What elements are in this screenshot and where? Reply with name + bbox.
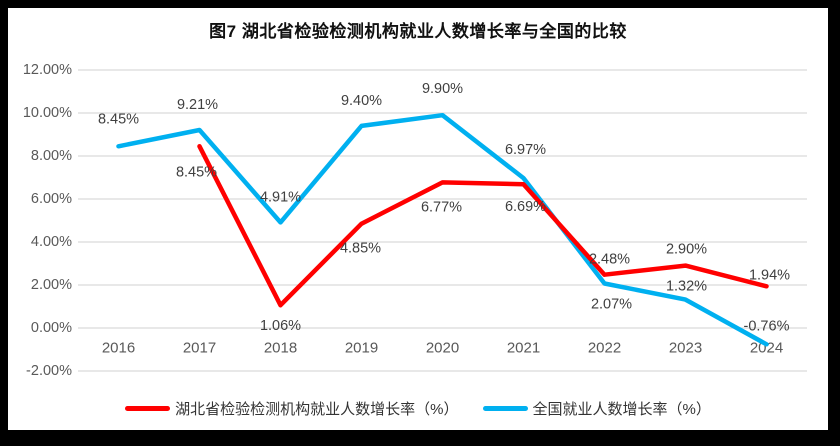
x-tick-label: 2020 [426, 340, 459, 357]
y-tick-label: 6.00% [31, 191, 72, 207]
data-label: 6.69% [505, 199, 546, 215]
y-tick-label: 4.00% [31, 234, 72, 250]
data-label: 1.32% [666, 279, 707, 295]
data-label: 6.77% [421, 199, 462, 215]
legend-swatch [482, 406, 528, 411]
data-label: 8.45% [98, 111, 139, 127]
x-tick-label: 2022 [588, 340, 621, 357]
data-label: 9.40% [341, 93, 382, 109]
x-tick-label: 2017 [183, 340, 216, 357]
data-label: 8.45% [176, 164, 217, 180]
data-label: 9.21% [177, 97, 218, 113]
y-tick-label: -2.00% [26, 363, 72, 379]
x-tick-label: 2021 [507, 340, 540, 357]
x-tick-label: 2024 [750, 340, 783, 357]
legend-label: 全国就业人数增长率（%） [532, 401, 711, 418]
legend-item: 全国就业人数增长率（%） [482, 398, 711, 419]
x-tick-label: 2016 [102, 340, 135, 357]
x-tick-label: 2019 [345, 340, 378, 357]
legend-item: 湖北省检验检测机构就业人数增长率（%） [125, 398, 459, 419]
x-tick-label: 2023 [669, 340, 702, 357]
data-label: 9.90% [422, 81, 463, 97]
data-label: 4.85% [340, 241, 381, 257]
y-tick-label: 2.00% [31, 277, 72, 293]
y-tick-label: 12.00% [23, 62, 72, 78]
chart-title: 图7 湖北省检验检测机构就业人数增长率与全国的比较 [209, 22, 627, 41]
x-tick-label: 2018 [264, 340, 297, 357]
data-label: 1.06% [260, 318, 301, 334]
data-label: 2.48% [589, 252, 630, 268]
legend-label: 湖北省检验检测机构就业人数增长率（%） [175, 401, 459, 418]
data-label: -0.76% [744, 318, 790, 334]
line-chart-plot-area: 12.00% 10.00% 8.00% 6.00% 4.00% 2.00% 0.00% -2.… [8, 8, 828, 430]
data-label: 2.90% [666, 242, 707, 258]
series-line [197, 144, 769, 308]
y-tick-label: 0.00% [31, 320, 72, 336]
legend-swatch [125, 406, 171, 411]
data-label: 2.07% [591, 296, 632, 312]
data-label: 6.97% [505, 142, 546, 158]
y-tick-label: 10.00% [23, 105, 72, 121]
y-tick-label: 8.00% [31, 148, 72, 164]
chart-canvas: 图7 湖北省检验检测机构就业人数增长率与全国的比较 12.00% 10.00% 8.… [8, 8, 828, 430]
series-line [116, 112, 769, 347]
data-label: 1.94% [749, 267, 790, 283]
chart-legend: 湖北省检验检测机构就业人数增长率（%） 全国就业人数增长率（%） [8, 398, 828, 419]
data-label: 4.91% [260, 189, 301, 205]
